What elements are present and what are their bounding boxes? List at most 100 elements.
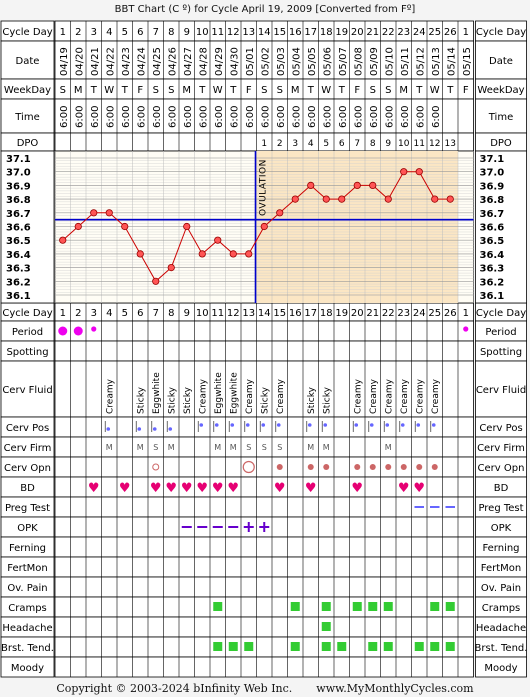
row-brst-tend (54, 636, 474, 658)
row-label-box (0, 40, 55, 80)
y-tick-label-right: 36.5 (480, 236, 505, 247)
time-label: 6:00 (214, 106, 225, 128)
cerv-pos-dot (276, 423, 281, 427)
cycle-day-number: 23 (397, 27, 410, 38)
cerv-opn-small-circle (152, 463, 160, 471)
cerv-pos-dot (214, 423, 219, 427)
bd-heart-icon: ♥ (196, 481, 208, 496)
row-ov-pain (54, 576, 474, 598)
row-label-weekday: WeekDay (4, 85, 51, 96)
cerv-fluid-label: Sticky (322, 386, 332, 414)
bd-heart-icon: ♥ (119, 481, 131, 496)
row-ferning (54, 536, 474, 558)
cycle-day-number: 12 (227, 27, 240, 38)
cycle-day-number: 1 (60, 27, 66, 38)
cycle-day-number: 5 (122, 27, 128, 38)
cycle-day-number: 22 (382, 27, 395, 38)
time-label: 6:00 (369, 106, 380, 128)
cerv-fluid-label: Creamy (276, 378, 286, 414)
date-label: 05/02 (260, 47, 271, 76)
cycle-day-number: 8 (168, 308, 174, 319)
temp-point (59, 236, 67, 244)
row-label-box (0, 656, 55, 678)
date-label: 05/15 (462, 47, 473, 76)
dpo-label: 8 (370, 139, 376, 149)
dpo-label: 2 (277, 139, 283, 149)
cerv-firm-label: M (323, 443, 330, 452)
cycle-day-number: 21 (366, 27, 379, 38)
date-label: 04/28 (198, 47, 209, 76)
row-time (54, 98, 474, 134)
row-label-cerv-pos: Cerv Pos (6, 423, 49, 434)
temp-point (276, 209, 284, 217)
cycle-day-number: 20 (351, 27, 364, 38)
cerv-fluid-label: Creamy (245, 378, 255, 414)
row-label-ferning: Ferning (9, 543, 46, 554)
time-label: 6:00 (431, 106, 442, 128)
cerv-fluid-label: Creamy (384, 378, 394, 414)
y-tick-label-right: 37.0 (480, 168, 505, 179)
cerv-opn-dot (431, 464, 438, 470)
time-label: 6:00 (307, 106, 318, 128)
temp-point (384, 195, 392, 203)
row-label-box-right (475, 360, 527, 418)
cerv-pos-dot (385, 423, 390, 427)
cycle-day-number: 19 (335, 308, 348, 319)
cycle-day-number: 12 (227, 308, 240, 319)
cycle-day-number: 4 (106, 27, 112, 38)
breast-tenderness-marker (445, 642, 455, 651)
bd-heart-icon: ♥ (212, 481, 224, 496)
cerv-pos-dot (230, 423, 235, 427)
cerv-fluid-label: Sticky (260, 386, 270, 414)
date-label: 04/22 (105, 47, 116, 76)
row-label-right-period: Period (485, 327, 516, 338)
cramps-marker (352, 602, 362, 611)
y-tick-label: 36.4 (6, 250, 31, 261)
temp-point (136, 250, 144, 258)
date-label: 04/21 (90, 47, 101, 76)
cerv-opn-large-circle (242, 460, 255, 474)
cerv-pos-dot (400, 423, 405, 427)
weekday-label: T (229, 85, 237, 96)
cycle-day-number: 2 (75, 27, 81, 38)
time-label: 6:00 (74, 106, 85, 128)
row-label-right-dpo: DPO (490, 138, 512, 149)
weekday-label: T (415, 85, 423, 96)
row-label-right-time: Time (488, 112, 513, 123)
site-link[interactable]: www.MyMonthlyCycles.com (316, 682, 474, 695)
date-label: 05/07 (338, 47, 349, 76)
temp-point (183, 222, 191, 231)
row-label-right-preg-test: Preg Test (478, 503, 523, 514)
dpo-label: 13 (445, 139, 456, 149)
bd-heart-icon: ♥ (88, 481, 100, 496)
cycle-day-number: 14 (258, 27, 271, 38)
temp-point (369, 181, 377, 189)
cycle-day-number: 1 (463, 27, 469, 38)
cerv-pos-dot (106, 427, 111, 431)
cerv-opn-dot (416, 464, 423, 470)
weekday-label: F (246, 85, 252, 96)
date-label: 05/06 (322, 47, 333, 76)
y-tick-label-right: 36.8 (480, 195, 505, 206)
cramps-marker (430, 602, 440, 611)
row-label-bd: BD (20, 483, 35, 494)
row-label-right-ferning: Ferning (482, 543, 519, 554)
row-cerv-fluid (54, 360, 474, 418)
temp-point (105, 209, 113, 217)
date-label: 04/30 (229, 47, 240, 76)
row-label-brst-tend: Brst. Tend. (1, 643, 54, 654)
cycle-day-number: 1 (463, 308, 469, 319)
y-tick-label: 36.5 (6, 236, 31, 247)
time-label: 6:00 (198, 106, 209, 128)
date-label: 05/11 (400, 47, 411, 76)
weekday-label: M (182, 85, 191, 96)
row-label-right-weekday: WeekDay (477, 85, 524, 96)
cycle-day-number: 9 (184, 308, 190, 319)
time-label: 6:00 (276, 106, 287, 128)
cramps-marker (290, 602, 300, 611)
cerv-pos-dot (261, 423, 266, 427)
cerv-fluid-label: Sticky (136, 386, 146, 414)
cerv-pos-dot (168, 427, 173, 431)
row-label-box-right (475, 656, 527, 678)
cycle-day-number: 2 (75, 308, 81, 319)
